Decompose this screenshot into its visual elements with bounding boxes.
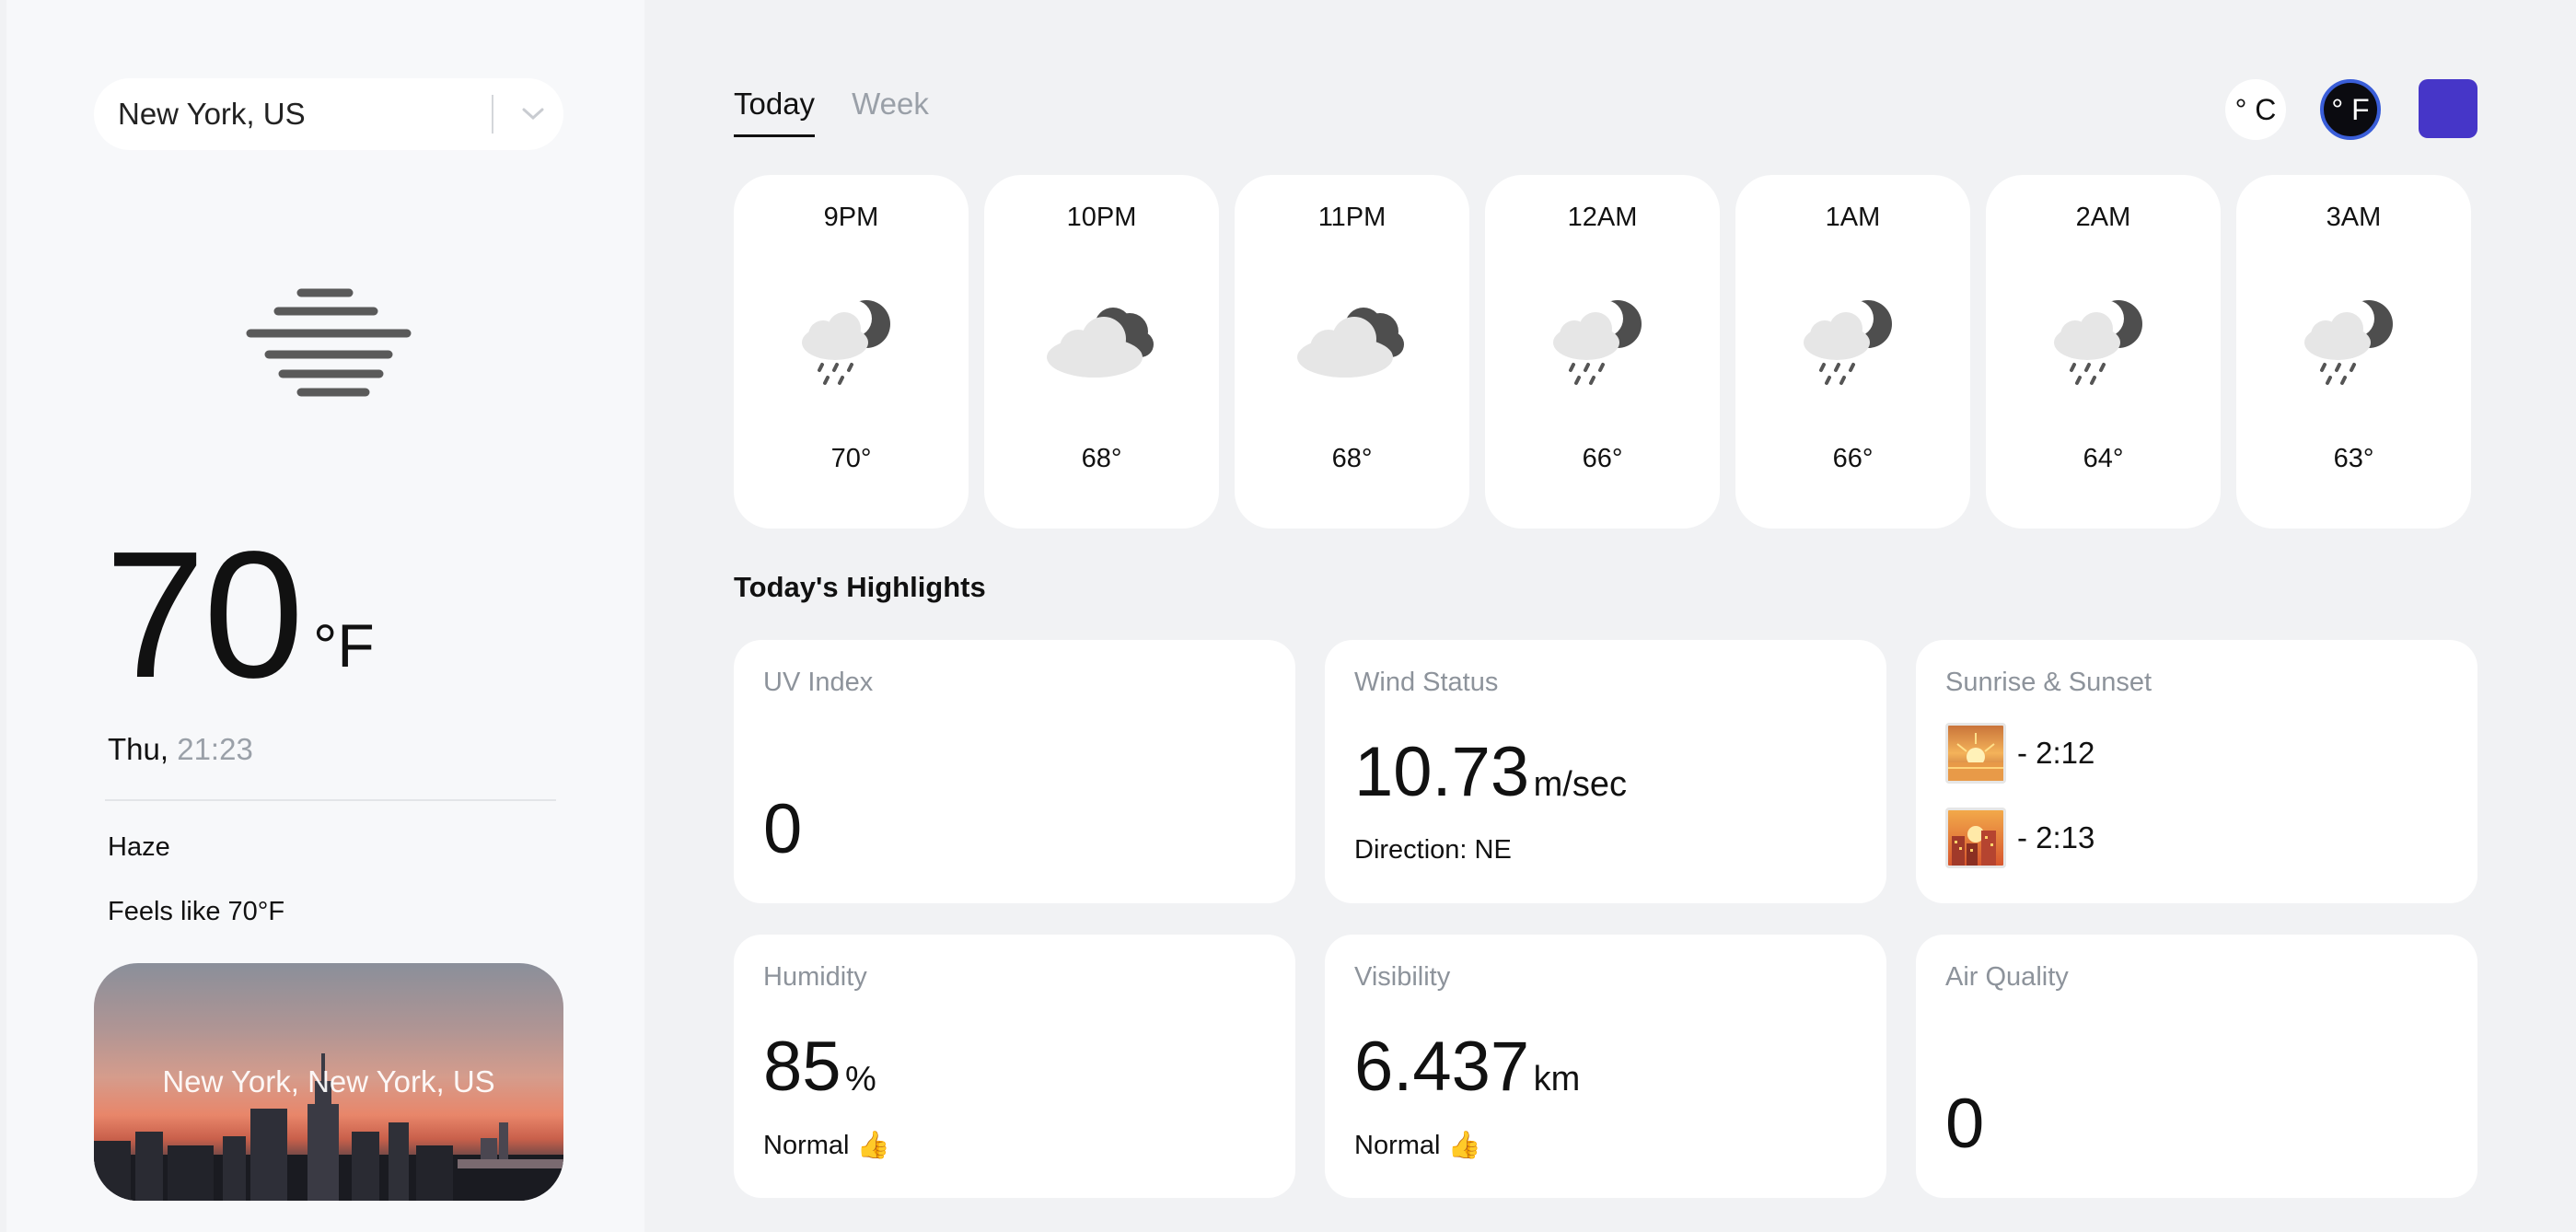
city-image-card: New York, New York, US [94,963,563,1201]
visibility-value: 6.437 [1354,1028,1530,1106]
wind-status-title: Wind Status [1354,668,1499,697]
wind-status-card: Wind Status 10.73 m/sec Direction: NE [1325,640,1886,903]
sunrise-time: - 2:12 [2017,736,2095,770]
haze-icon [241,287,416,398]
hour-time: 10PM [1066,203,1137,232]
uv-index-card: UV Index 0 [734,640,1295,903]
hour-card: 11PM 68° [1235,175,1469,529]
sunrise-sunset-title: Sunrise & Sunset [1945,668,2152,697]
hour-temperature: 68° [1081,444,1122,473]
visibility-card: Visibility 6.437 km Normal 👍 [1325,935,1886,1198]
hour-card: 12AM 66° [1485,175,1720,529]
current-time: 21:23 [177,732,253,766]
hour-time: 12AM [1567,203,1638,232]
humidity-reading: 85 % [763,1027,876,1107]
hour-temperature: 64° [2083,444,2124,473]
humidity-title: Humidity [763,962,867,992]
humidity-status: Normal 👍 [763,1131,890,1160]
celsius-button[interactable]: ° C [2225,79,2286,140]
hour-temperature: 68° [1331,444,1373,473]
temperature-unit: °F [313,611,375,680]
theme-color-button[interactable] [2419,79,2477,138]
city-search[interactable] [94,78,563,150]
hour-card: 3AM 63° [2236,175,2471,529]
wind-speed: 10.73 m/sec [1354,732,1627,812]
current-day: Thu, [108,732,169,766]
current-temperature: 70 [105,514,304,715]
hour-temperature: 66° [1582,444,1623,473]
sunset-row: - 2:13 [1945,808,2094,868]
humidity-value: 85 [763,1028,841,1106]
hour-temperature: 70° [830,444,872,473]
hour-card: 1AM 66° [1735,175,1970,529]
humidity-card: Humidity 85 % Normal 👍 [734,935,1295,1198]
chevron-down-icon[interactable] [510,93,556,135]
night-cloudy-icon [1041,287,1163,389]
highlights-title: Today's Highlights [734,571,986,603]
city-search-input[interactable] [118,97,477,132]
weather-condition: Haze [108,832,170,862]
uv-index-title: UV Index [763,668,874,697]
hour-time: 3AM [2326,203,2382,232]
night-rain-icon [791,287,912,389]
wind-direction: Direction: NE [1354,835,1512,865]
air-quality-value: 0 [1945,1085,1985,1163]
tab-week[interactable]: Week [852,87,929,121]
city-skyline-image [94,1053,563,1201]
visibility-reading: 6.437 km [1354,1027,1580,1107]
sunrise-sunset-card: Sunrise & Sunset - 2:12 [1916,640,2477,903]
hour-time: 1AM [1825,203,1881,232]
feels-like: Feels like 70°F [108,897,285,926]
night-cloudy-icon [1292,287,1413,389]
sunrise-row: - 2:12 [1945,723,2094,784]
sunrise-icon [1945,723,2006,784]
hour-card: 2AM 64° [1986,175,2221,529]
night-rain-icon [2293,287,2415,389]
tab-today[interactable]: Today [734,87,816,137]
city-image-label: New York, New York, US [162,1064,495,1098]
visibility-title: Visibility [1354,962,1451,992]
search-separator [492,95,493,134]
sidebar-divider [105,799,556,801]
night-rain-icon [1793,287,1914,389]
hour-temperature: 66° [1832,444,1874,473]
fahrenheit-button[interactable]: ° F [2320,79,2381,140]
wind-speed-unit: m/sec [1533,765,1627,804]
wind-speed-value: 10.73 [1354,733,1530,811]
view-tabs: Today Week [734,87,929,137]
visibility-status: Normal 👍 [1354,1131,1481,1160]
night-rain-icon [1542,287,1664,389]
hour-time: 9PM [823,203,879,232]
air-quality-card: Air Quality 0 [1916,935,2477,1198]
uv-index-value: 0 [763,790,803,868]
hourly-forecast: 9PM 70° 10PM [734,175,2471,529]
hour-card: 10PM 68° [984,175,1219,529]
current-datetime: Thu, 21:23 [108,732,253,767]
visibility-unit: km [1533,1060,1581,1098]
night-rain-icon [2043,287,2164,389]
humidity-unit: % [845,1060,876,1098]
hour-time: 11PM [1317,203,1387,232]
hour-time: 2AM [2075,203,2131,232]
air-quality-title: Air Quality [1945,962,2069,992]
hour-card: 9PM 70° [734,175,969,529]
sidebar: 70 °F Thu, 21:23 Haze Feels like 70°F Ne… [6,0,644,1232]
hour-temperature: 63° [2333,444,2374,473]
sunset-time: - 2:13 [2017,820,2095,854]
sunset-icon [1945,808,2006,868]
